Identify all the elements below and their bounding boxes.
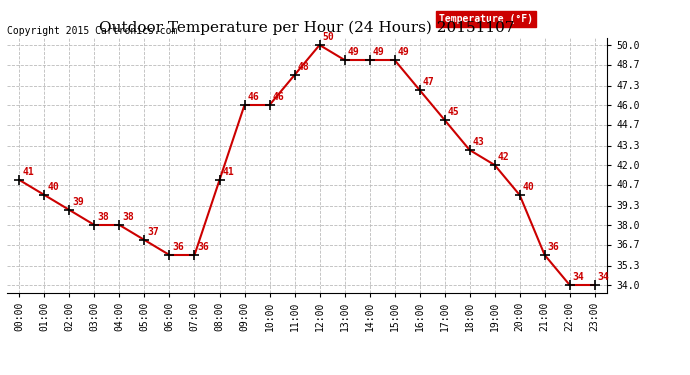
- Text: 37: 37: [148, 227, 159, 237]
- Title: Outdoor Temperature per Hour (24 Hours) 20151107: Outdoor Temperature per Hour (24 Hours) …: [99, 21, 515, 35]
- Point: [264, 102, 275, 108]
- Text: 49: 49: [348, 47, 359, 57]
- Point: [489, 162, 500, 168]
- Point: [439, 117, 450, 123]
- Text: 42: 42: [497, 152, 509, 162]
- Text: 45: 45: [448, 107, 460, 117]
- Point: [464, 147, 475, 153]
- Text: 50: 50: [322, 32, 335, 42]
- Text: 36: 36: [548, 242, 560, 252]
- Point: [39, 192, 50, 198]
- Text: 49: 49: [397, 47, 409, 57]
- Point: [114, 222, 125, 228]
- Text: 46: 46: [248, 92, 259, 102]
- Point: [564, 282, 575, 288]
- Text: 38: 38: [122, 212, 135, 222]
- Point: [189, 252, 200, 258]
- Text: 41: 41: [222, 167, 235, 177]
- Text: Temperature (°F): Temperature (°F): [439, 14, 533, 24]
- Text: 36: 36: [197, 242, 209, 252]
- Text: Copyright 2015 Cartronics.com: Copyright 2015 Cartronics.com: [7, 26, 177, 36]
- Point: [389, 57, 400, 63]
- Text: 40: 40: [48, 182, 59, 192]
- Text: 39: 39: [72, 197, 84, 207]
- Text: 40: 40: [522, 182, 535, 192]
- Point: [314, 42, 325, 48]
- Text: 34: 34: [573, 272, 584, 282]
- Text: 38: 38: [97, 212, 109, 222]
- Point: [14, 177, 25, 183]
- Point: [514, 192, 525, 198]
- Point: [289, 72, 300, 78]
- Point: [214, 177, 225, 183]
- Point: [64, 207, 75, 213]
- Point: [89, 222, 100, 228]
- Point: [239, 102, 250, 108]
- Point: [139, 237, 150, 243]
- Text: 36: 36: [172, 242, 184, 252]
- Point: [339, 57, 350, 63]
- Point: [414, 87, 425, 93]
- Text: 48: 48: [297, 62, 309, 72]
- Point: [364, 57, 375, 63]
- Text: 49: 49: [373, 47, 384, 57]
- Text: 46: 46: [273, 92, 284, 102]
- Point: [589, 282, 600, 288]
- Text: 43: 43: [473, 137, 484, 147]
- Text: 34: 34: [598, 272, 609, 282]
- Text: 47: 47: [422, 77, 435, 87]
- Text: 41: 41: [22, 167, 34, 177]
- Point: [539, 252, 550, 258]
- Point: [164, 252, 175, 258]
